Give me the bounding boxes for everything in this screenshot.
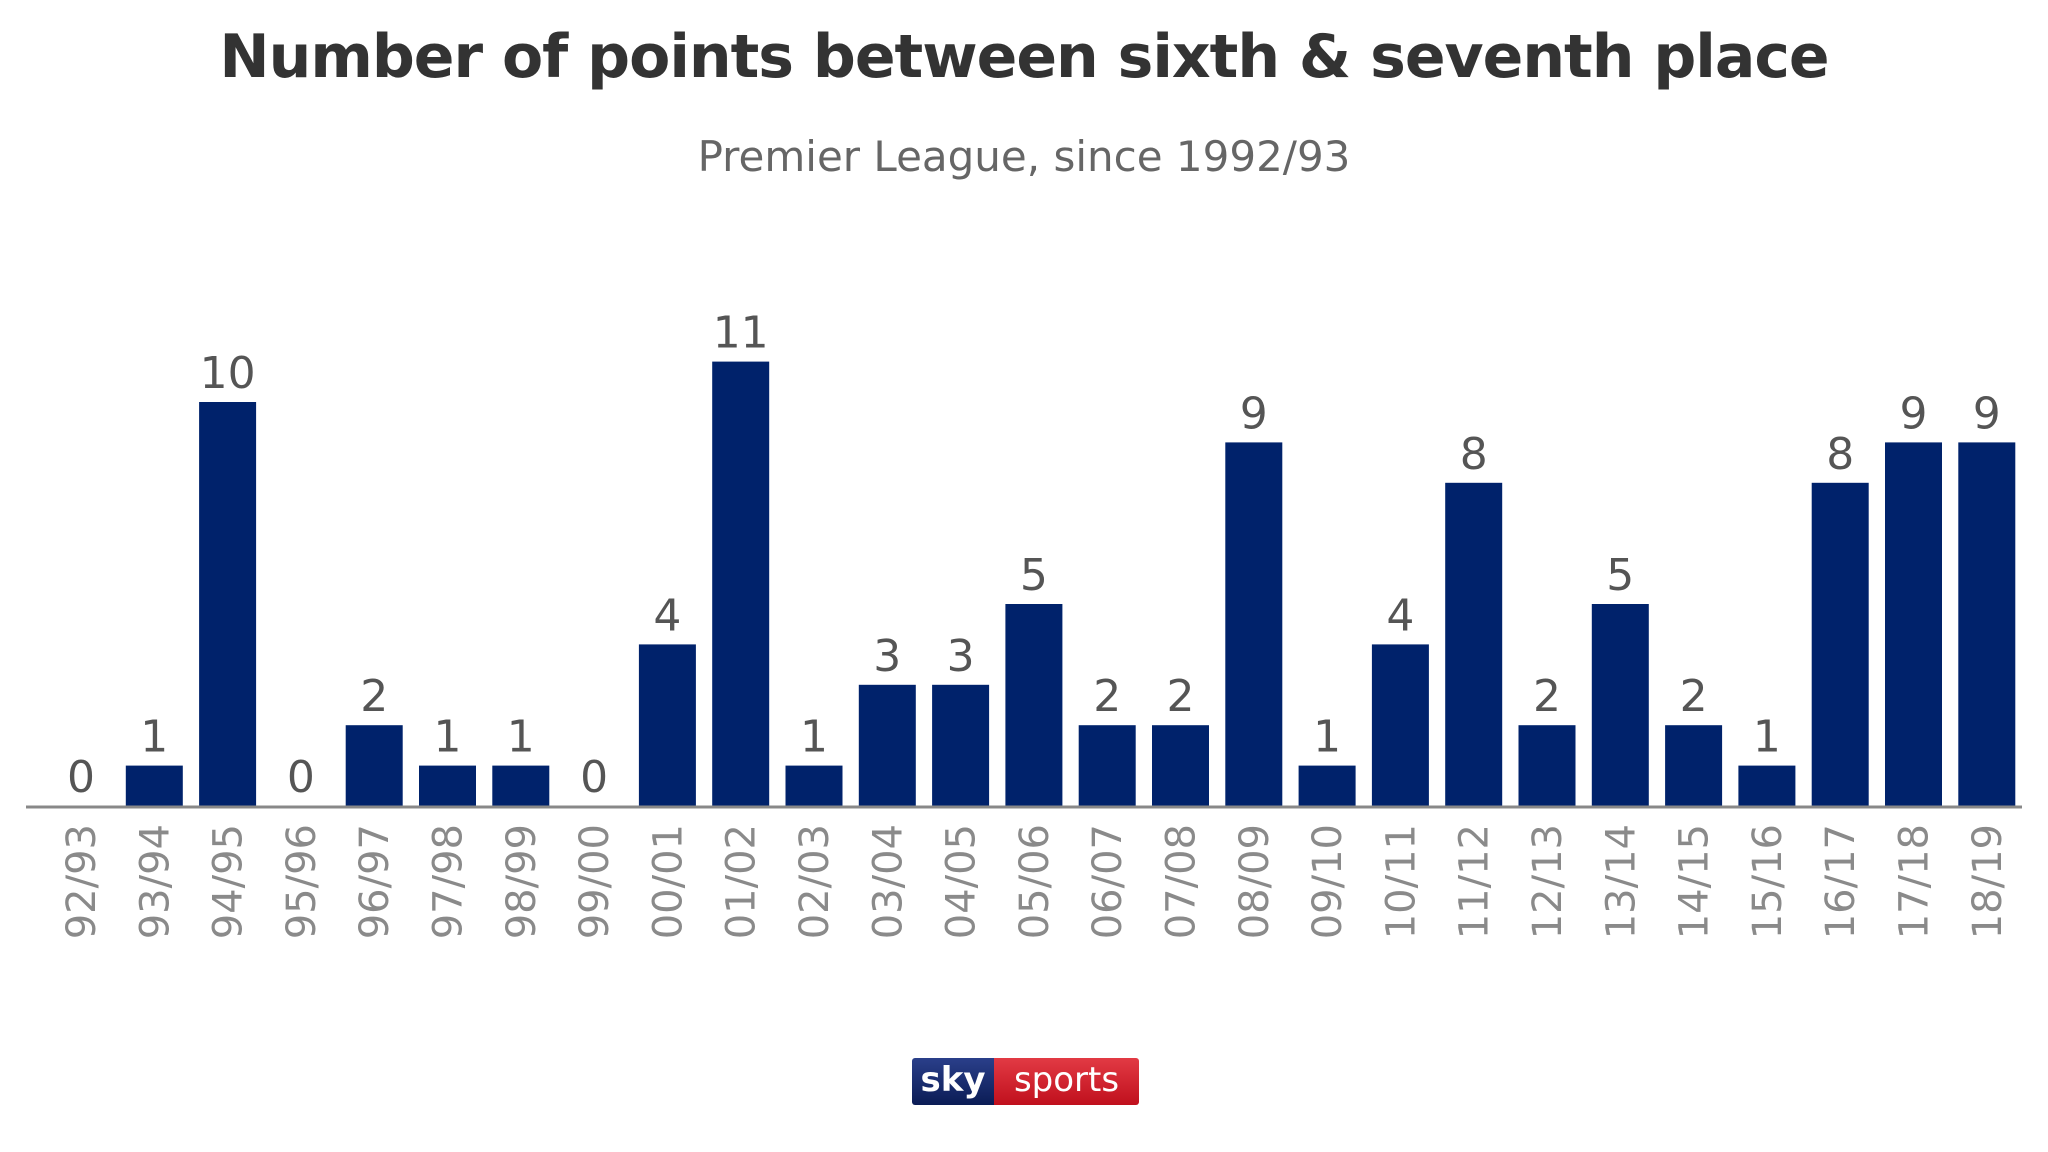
x-tick-label: 97/98 xyxy=(426,824,472,939)
data-label: 2 xyxy=(1680,671,1708,722)
sky-sports-logo: sky sports xyxy=(912,1058,1139,1105)
data-label: 5 xyxy=(1020,550,1048,601)
chart-subtitle: Premier League, since 1992/93 xyxy=(697,132,1351,181)
bar xyxy=(932,684,990,806)
x-tick-label: 15/16 xyxy=(1745,824,1791,939)
bar xyxy=(1225,442,1283,806)
x-tick-label: 02/03 xyxy=(792,824,838,939)
bar xyxy=(1518,725,1576,806)
data-label: 1 xyxy=(434,712,462,763)
data-label: 11 xyxy=(713,308,769,359)
bar-chart: 092/93193/941094/95095/96296/97197/98198… xyxy=(26,308,2022,939)
x-tick-label: 01/02 xyxy=(719,824,765,939)
data-label: 2 xyxy=(1533,671,1561,722)
data-label: 9 xyxy=(1240,388,1268,439)
data-label: 3 xyxy=(873,631,901,682)
x-tick-label: 05/06 xyxy=(1012,824,1058,939)
data-label: 0 xyxy=(67,752,95,803)
bar xyxy=(1885,442,1942,806)
data-label: 2 xyxy=(1167,671,1195,722)
bar xyxy=(345,725,403,806)
x-tick-label: 03/04 xyxy=(865,824,911,939)
bar xyxy=(1958,442,2016,806)
bar xyxy=(1005,604,1063,806)
x-tick-label: 94/95 xyxy=(206,824,252,939)
x-tick-label: 93/94 xyxy=(132,824,178,939)
data-label: 1 xyxy=(140,712,168,763)
x-tick-label: 12/13 xyxy=(1525,824,1571,939)
chart-title: Number of points between sixth & seventh… xyxy=(219,22,1829,92)
x-tick-label: 13/14 xyxy=(1598,824,1644,939)
data-label: 8 xyxy=(1460,429,1488,480)
bar xyxy=(199,402,257,806)
x-tick-label: 18/19 xyxy=(1965,824,2011,939)
bar xyxy=(712,361,770,806)
x-tick-label: 92/93 xyxy=(59,824,105,939)
x-tick-label: 06/07 xyxy=(1085,824,1131,939)
x-tick-label: 10/11 xyxy=(1378,824,1424,939)
x-tick-label: 17/18 xyxy=(1892,824,1938,939)
bar xyxy=(1665,725,1723,806)
data-label: 2 xyxy=(1093,671,1121,722)
data-label: 4 xyxy=(653,590,681,641)
data-label: 1 xyxy=(507,712,535,763)
x-tick-label: 11/12 xyxy=(1452,824,1498,939)
bar xyxy=(1298,765,1356,806)
data-label: 4 xyxy=(1386,590,1414,641)
x-tick-label: 08/09 xyxy=(1232,824,1278,939)
x-tick-label: 98/99 xyxy=(499,824,545,939)
data-label: 2 xyxy=(360,671,388,722)
bar xyxy=(858,684,916,806)
bar xyxy=(1152,725,1209,806)
data-label: 8 xyxy=(1826,429,1854,480)
data-label: 0 xyxy=(580,752,608,803)
data-label: 1 xyxy=(1753,712,1781,763)
bar xyxy=(1445,482,1503,806)
bar xyxy=(125,765,183,806)
x-tick-label: 95/96 xyxy=(279,824,325,939)
bar xyxy=(638,644,696,806)
bar xyxy=(1738,765,1796,806)
data-label: 10 xyxy=(200,348,256,399)
x-tick-label: 14/15 xyxy=(1672,824,1718,939)
bar xyxy=(1078,725,1136,806)
logo-sky: sky xyxy=(912,1058,994,1105)
x-tick-label: 00/01 xyxy=(645,824,691,939)
bar xyxy=(785,765,843,806)
bar xyxy=(1811,482,1869,806)
x-tick-label: 07/08 xyxy=(1159,824,1205,939)
bar xyxy=(1591,604,1649,806)
x-tick-label: 16/17 xyxy=(1818,824,1864,939)
x-tick-label: 04/05 xyxy=(939,824,985,939)
data-label: 1 xyxy=(1313,712,1341,763)
logo-sports: sports xyxy=(994,1058,1139,1105)
bar xyxy=(1371,644,1429,806)
x-tick-label: 96/97 xyxy=(352,824,398,939)
data-label: 9 xyxy=(1900,388,1928,439)
data-label: 1 xyxy=(800,712,828,763)
data-label: 9 xyxy=(1973,388,2001,439)
data-label: 0 xyxy=(287,752,315,803)
bar xyxy=(419,765,476,806)
data-label: 5 xyxy=(1606,550,1634,601)
data-label: 3 xyxy=(947,631,975,682)
x-tick-label: 99/00 xyxy=(572,824,618,939)
bar xyxy=(492,765,550,806)
x-tick-label: 09/10 xyxy=(1305,824,1351,939)
